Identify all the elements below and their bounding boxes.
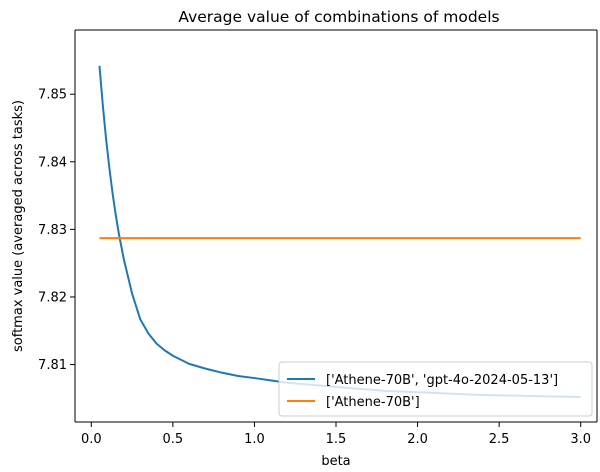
y-axis-ticks: 7.81 7.82 7.83 7.84 7.85 [38, 88, 75, 373]
y-tick-label: 7.83 [38, 223, 67, 238]
legend-box [278, 361, 593, 417]
x-tick-label: 2.5 [489, 432, 510, 447]
x-tick-label: 3.0 [570, 432, 591, 447]
x-axis-title: beta [321, 454, 350, 469]
plot-frame [75, 30, 597, 422]
x-tick-label: 0.5 [163, 432, 184, 447]
y-tick-label: 7.84 [38, 155, 67, 170]
x-tick-label: 1.0 [244, 432, 265, 447]
y-tick-label: 7.81 [38, 358, 67, 373]
y-tick-label: 7.85 [38, 88, 67, 103]
legend-label-athene-gpt4o: ['Athene-70B', 'gpt-4o-2024-05-13'] [326, 373, 558, 388]
legend: ['Athene-70B', 'gpt-4o-2024-05-13'] ['At… [278, 361, 593, 417]
y-axis-title: softmax value (averaged across tasks) [11, 100, 26, 352]
x-tick-label: 0.0 [81, 432, 102, 447]
x-axis-ticks: 0.0 0.5 1.0 1.5 2.0 2.5 3.0 [81, 422, 591, 447]
x-tick-label: 1.5 [326, 432, 347, 447]
chart-title: Average value of combinations of models [178, 8, 499, 26]
plot-area [74, 29, 598, 423]
legend-label-athene: ['Athene-70B'] [326, 395, 420, 410]
y-tick-label: 7.82 [38, 290, 67, 305]
x-tick-label: 2.0 [407, 432, 428, 447]
